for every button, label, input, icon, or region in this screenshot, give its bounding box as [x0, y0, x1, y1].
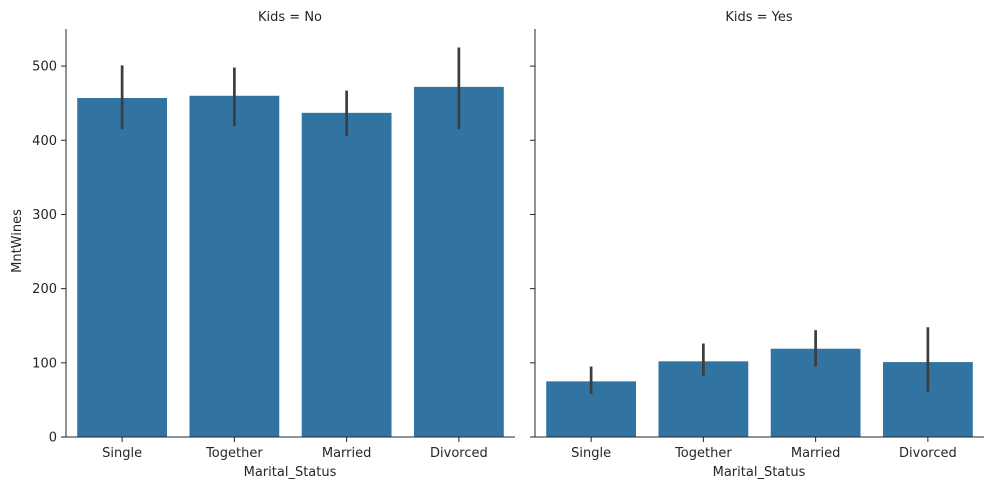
- x-axis-label-kids-yes: Marital_Status: [713, 465, 806, 480]
- y-tick-label: 300: [32, 208, 57, 223]
- bar-together: [189, 95, 280, 437]
- x-tick-label: Single: [571, 446, 611, 461]
- y-tick-label: 0: [49, 431, 57, 446]
- x-tick-label: Together: [674, 446, 732, 461]
- facet-kids-yes: Kids = Yes Marital_Status Single Together…: [530, 10, 984, 480]
- x-tick-label: Single: [102, 446, 142, 461]
- bar-divorced: [413, 86, 504, 438]
- y-tick-label: 100: [32, 356, 57, 371]
- x-tick-label: Married: [791, 446, 841, 461]
- y-axis-label: MntWines: [10, 209, 25, 273]
- y-tick-label: 400: [32, 134, 57, 149]
- x-tick-label: Married: [322, 446, 372, 461]
- x-tick-label: Together: [205, 446, 263, 461]
- bar-married: [301, 112, 392, 437]
- plot-area-kids-yes: Single Together Married Divorced: [530, 29, 984, 461]
- facet-title-kids-yes: Kids = Yes: [725, 10, 793, 25]
- x-axis-label-kids-no: Marital_Status: [244, 465, 337, 480]
- x-tick-label: Divorced: [899, 446, 957, 461]
- facet-title-kids-no: Kids = No: [258, 10, 322, 25]
- plot-area-kids-no: Single Together Married Divorced 0 100 200 300 4…: [32, 29, 515, 461]
- facet-kids-no: Kids = No MntWines Marital_Status Single…: [10, 10, 515, 480]
- x-tick-label: Divorced: [430, 446, 488, 461]
- bar-single: [77, 97, 168, 438]
- y-tick-label: 500: [32, 60, 57, 75]
- y-tick-label: 200: [32, 282, 57, 297]
